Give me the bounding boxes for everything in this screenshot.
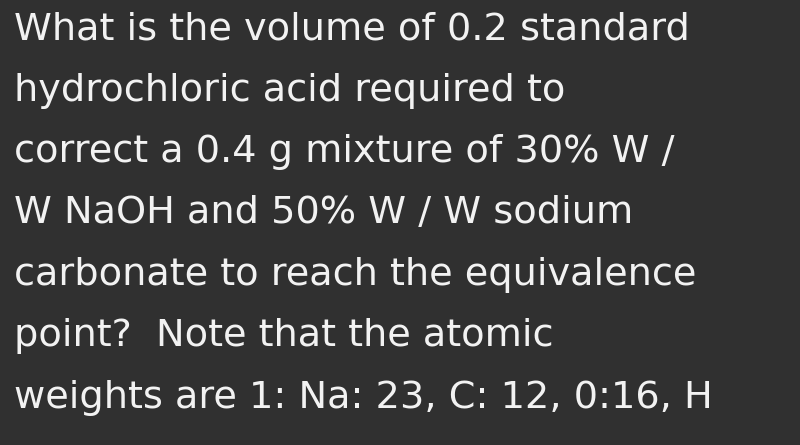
Text: weights are 1: Na: 23, C: 12, 0:16, H: weights are 1: Na: 23, C: 12, 0:16, H — [14, 380, 713, 416]
Text: W NaOH and 50% W / W sodium: W NaOH and 50% W / W sodium — [14, 195, 634, 231]
Text: correct a 0.4 g mixture of 30% W /: correct a 0.4 g mixture of 30% W / — [14, 134, 675, 170]
Text: hydrochloric acid required to: hydrochloric acid required to — [14, 73, 566, 109]
Text: point?  Note that the atomic: point? Note that the atomic — [14, 318, 554, 354]
Text: carbonate to reach the equivalence: carbonate to reach the equivalence — [14, 257, 697, 293]
Text: What is the volume of 0.2 standard: What is the volume of 0.2 standard — [14, 11, 690, 47]
